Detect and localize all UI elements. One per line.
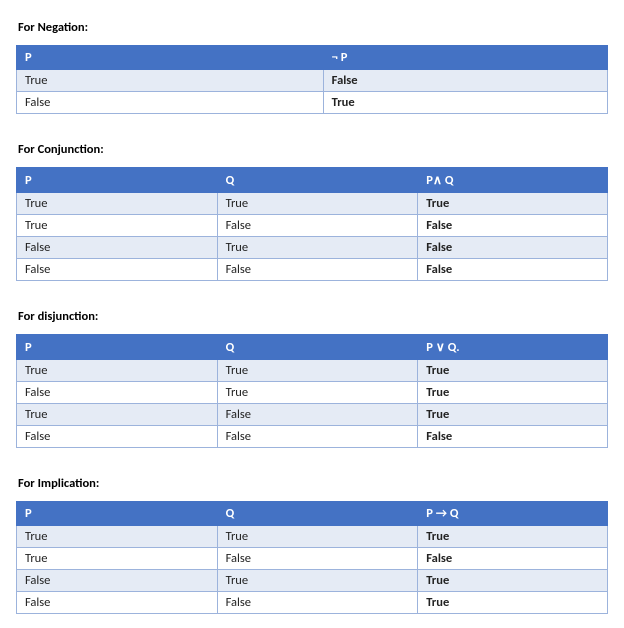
cell-result: True [418,570,608,592]
cell-result: True [418,360,608,382]
cell: True [217,193,418,215]
cell: True [17,526,218,548]
cell: False [217,548,418,570]
truth-table-implication: P Q P → Q True True True True False Fals… [16,501,608,614]
cell: True [217,360,418,382]
cell: False [217,426,418,448]
cell-result: True [418,592,608,614]
table-row: False True False [17,237,608,259]
cell-result: False [418,426,608,448]
cell-result: True [418,526,608,548]
table-header-row: P ¬ P [17,46,608,70]
cell: False [17,382,218,404]
cell: True [17,70,324,92]
cell: True [17,548,218,570]
cell: False [17,570,218,592]
col-header: P [17,502,218,526]
cell: False [217,592,418,614]
cell-result: False [418,548,608,570]
col-header: P ∨ Q. [418,335,608,360]
cell-result: True [418,404,608,426]
cell: True [17,215,218,237]
table-header-row: P Q P → Q [17,502,608,526]
cell-result: False [418,237,608,259]
col-header: Q [217,168,418,193]
cell-result: False [323,70,607,92]
cell: False [17,592,218,614]
truth-table-conjunction: P Q P∧ Q True True True True False False… [16,167,608,281]
table-row: True False True [17,404,608,426]
col-header: Q [217,335,418,360]
cell: False [217,215,418,237]
section-title-negation: For Negation: [18,20,608,35]
cell: True [217,382,418,404]
table-header-row: P Q P∧ Q [17,168,608,193]
cell: False [217,404,418,426]
section-title-conjunction: For Conjunction: [18,142,608,157]
cell-result: False [418,215,608,237]
table-row: False False True [17,592,608,614]
col-header: ¬ P [323,46,607,70]
cell-result: True [323,92,607,114]
table-header-row: P Q P ∨ Q. [17,335,608,360]
col-header: P [17,168,218,193]
section-title-disjunction: For disjunction: [18,309,608,324]
cell-result: False [418,259,608,281]
table-row: True True True [17,526,608,548]
cell: True [17,360,218,382]
table-row: True False False [17,215,608,237]
cell: True [17,193,218,215]
cell: True [217,237,418,259]
col-header: Q [217,502,418,526]
table-row: False False False [17,426,608,448]
col-header: P∧ Q [418,168,608,193]
col-header: P [17,46,324,70]
cell: False [17,259,218,281]
table-row: False True True [17,382,608,404]
table-row: False False False [17,259,608,281]
col-header: P [17,335,218,360]
table-row: False True [17,92,608,114]
cell-result: True [418,382,608,404]
cell: False [217,259,418,281]
cell: True [17,404,218,426]
cell-result: True [418,193,608,215]
col-header: P → Q [418,502,608,526]
cell: True [217,526,418,548]
truth-table-disjunction: P Q P ∨ Q. True True True False True Tru… [16,334,608,448]
cell: False [17,92,324,114]
table-row: True False False [17,548,608,570]
table-row: True True True [17,360,608,382]
cell: False [17,237,218,259]
cell: False [17,426,218,448]
table-row: False True True [17,570,608,592]
table-row: True True True [17,193,608,215]
section-title-implication: For Implication: [18,476,608,491]
truth-table-negation: P ¬ P True False False True [16,45,608,114]
table-row: True False [17,70,608,92]
cell: True [217,570,418,592]
